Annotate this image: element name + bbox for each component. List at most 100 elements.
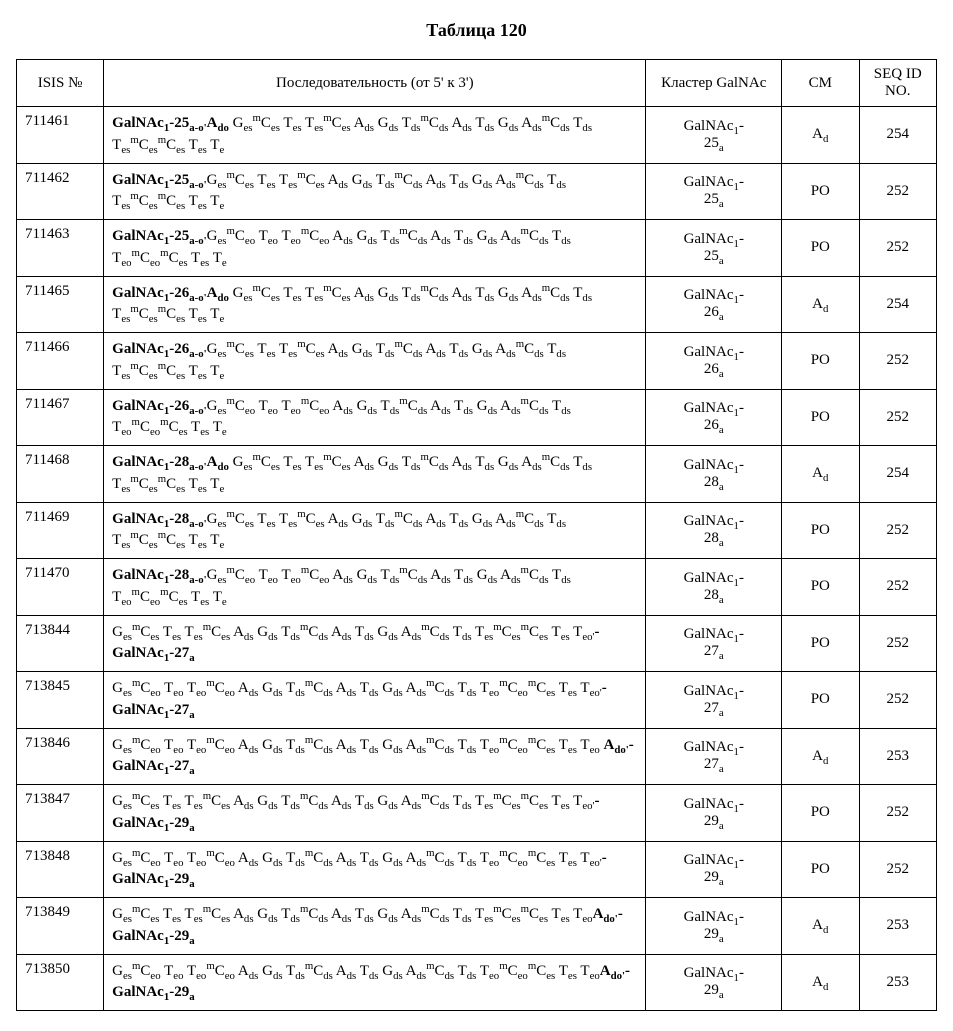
cell-seqid: 253: [859, 954, 936, 1011]
cell-seqid: 254: [859, 446, 936, 503]
cell-cm: PO: [782, 220, 859, 277]
cell-seqid: 252: [859, 389, 936, 446]
cell-cm: Ad: [782, 954, 859, 1011]
cell-sequence: GalNAc1-25a-o'GesmCes Tes TesmCes Ads Gd…: [104, 163, 646, 220]
cell-isis: 711462: [17, 163, 104, 220]
cell-sequence: GalNAc1-25a-o'Ado GesmCes Tes TesmCes Ad…: [104, 107, 646, 164]
cell-cm: PO: [782, 559, 859, 616]
cell-cluster: GalNAc1-28a: [646, 446, 782, 503]
table-row: 713847GesmCes Tes TesmCes Ads Gds TdsmCd…: [17, 785, 937, 842]
table-row: 713850GesmCeo Teo TeomCeo Ads Gds TdsmCd…: [17, 954, 937, 1011]
col-seqid: SEQ ID NO.: [859, 60, 936, 107]
cell-seqid: 254: [859, 107, 936, 164]
cell-sequence: GalNAc1-28a-o'Ado GesmCes Tes TesmCes Ad…: [104, 446, 646, 503]
cell-seqid: 252: [859, 615, 936, 672]
cell-isis: 713844: [17, 615, 104, 672]
cell-isis: 711469: [17, 502, 104, 559]
cell-cm: PO: [782, 333, 859, 390]
table-row: 711469GalNAc1-28a-o'GesmCes Tes TesmCes …: [17, 502, 937, 559]
cell-isis: 711463: [17, 220, 104, 277]
cell-sequence: GalNAc1-25a-o'GesmCeo Teo TeomCeo Ads Gd…: [104, 220, 646, 277]
table-row: 713846GesmCeo Teo TeomCeo Ads Gds TdsmCd…: [17, 728, 937, 785]
cell-cm: Ad: [782, 446, 859, 503]
cell-isis: 713848: [17, 841, 104, 898]
cell-cluster: GalNAc1-26a: [646, 276, 782, 333]
cell-cluster: GalNAc1-29a: [646, 954, 782, 1011]
cell-cluster: GalNAc1-25a: [646, 220, 782, 277]
table-row: 711461GalNAc1-25a-o'Ado GesmCes Tes Tesm…: [17, 107, 937, 164]
cell-seqid: 252: [859, 672, 936, 729]
cell-cm: PO: [782, 672, 859, 729]
table-row: 711465GalNAc1-26a-o'Ado GesmCes Tes Tesm…: [17, 276, 937, 333]
table-row: 711467GalNAc1-26a-o'GesmCeo Teo TeomCeo …: [17, 389, 937, 446]
col-isis: ISIS №: [17, 60, 104, 107]
cell-sequence: GesmCeo Teo TeomCeo Ads Gds TdsmCds Ads …: [104, 728, 646, 785]
cell-isis: 711467: [17, 389, 104, 446]
table-row: 711468GalNAc1-28a-o'Ado GesmCes Tes Tesm…: [17, 446, 937, 503]
col-cluster: Кластер GalNAc: [646, 60, 782, 107]
cell-cm: Ad: [782, 898, 859, 955]
cell-isis: 713850: [17, 954, 104, 1011]
cell-sequence: GesmCeo Teo TeomCeo Ads Gds TdsmCds Ads …: [104, 954, 646, 1011]
cell-sequence: GesmCeo Teo TeomCeo Ads Gds TdsmCds Ads …: [104, 841, 646, 898]
cell-sequence: GalNAc1-26a-o'Ado GesmCes Tes TesmCes Ad…: [104, 276, 646, 333]
cell-sequence: GalNAc1-28a-o'GesmCeo Teo TeomCeo Ads Gd…: [104, 559, 646, 616]
cell-isis: 711470: [17, 559, 104, 616]
cell-sequence: GesmCeo Teo TeomCeo Ads Gds TdsmCds Ads …: [104, 672, 646, 729]
cell-isis: 711461: [17, 107, 104, 164]
cell-cluster: GalNAc1-25a: [646, 107, 782, 164]
cell-isis: 713849: [17, 898, 104, 955]
cell-cluster: GalNAc1-29a: [646, 898, 782, 955]
cell-sequence: GalNAc1-26a-o'GesmCeo Teo TeomCeo Ads Gd…: [104, 389, 646, 446]
col-sequence: Последовательность (от 5' к 3'): [104, 60, 646, 107]
table-caption: Таблица 120: [16, 20, 937, 41]
cell-seqid: 252: [859, 785, 936, 842]
cell-cluster: GalNAc1-29a: [646, 841, 782, 898]
cell-cm: PO: [782, 785, 859, 842]
table-row: 711462GalNAc1-25a-o'GesmCes Tes TesmCes …: [17, 163, 937, 220]
cell-cluster: GalNAc1-28a: [646, 502, 782, 559]
cell-cluster: GalNAc1-27a: [646, 615, 782, 672]
cell-isis: 713845: [17, 672, 104, 729]
table-row: 713845GesmCeo Teo TeomCeo Ads Gds TdsmCd…: [17, 672, 937, 729]
cell-cm: Ad: [782, 728, 859, 785]
cell-sequence: GesmCes Tes TesmCes Ads Gds TdsmCds Ads …: [104, 785, 646, 842]
cell-cm: Ad: [782, 107, 859, 164]
sequence-table: ISIS № Последовательность (от 5' к 3') К…: [16, 59, 937, 1011]
cell-cm: Ad: [782, 276, 859, 333]
cell-seqid: 252: [859, 841, 936, 898]
cell-sequence: GalNAc1-28a-o'GesmCes Tes TesmCes Ads Gd…: [104, 502, 646, 559]
cell-cm: PO: [782, 163, 859, 220]
table-row: 713848GesmCeo Teo TeomCeo Ads Gds TdsmCd…: [17, 841, 937, 898]
cell-cluster: GalNAc1-28a: [646, 559, 782, 616]
table-row: 711466GalNAc1-26a-o'GesmCes Tes TesmCes …: [17, 333, 937, 390]
cell-cluster: GalNAc1-29a: [646, 785, 782, 842]
cell-seqid: 252: [859, 220, 936, 277]
cell-sequence: GalNAc1-26a-o'GesmCes Tes TesmCes Ads Gd…: [104, 333, 646, 390]
cell-cm: PO: [782, 502, 859, 559]
table-row: 711463GalNAc1-25a-o'GesmCeo Teo TeomCeo …: [17, 220, 937, 277]
header-row: ISIS № Последовательность (от 5' к 3') К…: [17, 60, 937, 107]
cell-cm: PO: [782, 389, 859, 446]
cell-seqid: 253: [859, 728, 936, 785]
cell-isis: 711465: [17, 276, 104, 333]
cell-seqid: 252: [859, 333, 936, 390]
cell-isis: 711466: [17, 333, 104, 390]
cell-isis: 713847: [17, 785, 104, 842]
cell-cluster: GalNAc1-26a: [646, 389, 782, 446]
cell-cm: PO: [782, 841, 859, 898]
table-row: 713849GesmCes Tes TesmCes Ads Gds TdsmCd…: [17, 898, 937, 955]
cell-isis: 713846: [17, 728, 104, 785]
cell-seqid: 252: [859, 502, 936, 559]
cell-seqid: 252: [859, 559, 936, 616]
cell-seqid: 254: [859, 276, 936, 333]
cell-cluster: GalNAc1-25a: [646, 163, 782, 220]
cell-sequence: GesmCes Tes TesmCes Ads Gds TdsmCds Ads …: [104, 898, 646, 955]
cell-sequence: GesmCes Tes TesmCes Ads Gds TdsmCds Ads …: [104, 615, 646, 672]
cell-seqid: 252: [859, 163, 936, 220]
cell-isis: 711468: [17, 446, 104, 503]
table-row: 711470GalNAc1-28a-o'GesmCeo Teo TeomCeo …: [17, 559, 937, 616]
cell-seqid: 253: [859, 898, 936, 955]
cell-cluster: GalNAc1-26a: [646, 333, 782, 390]
cell-cluster: GalNAc1-27a: [646, 672, 782, 729]
